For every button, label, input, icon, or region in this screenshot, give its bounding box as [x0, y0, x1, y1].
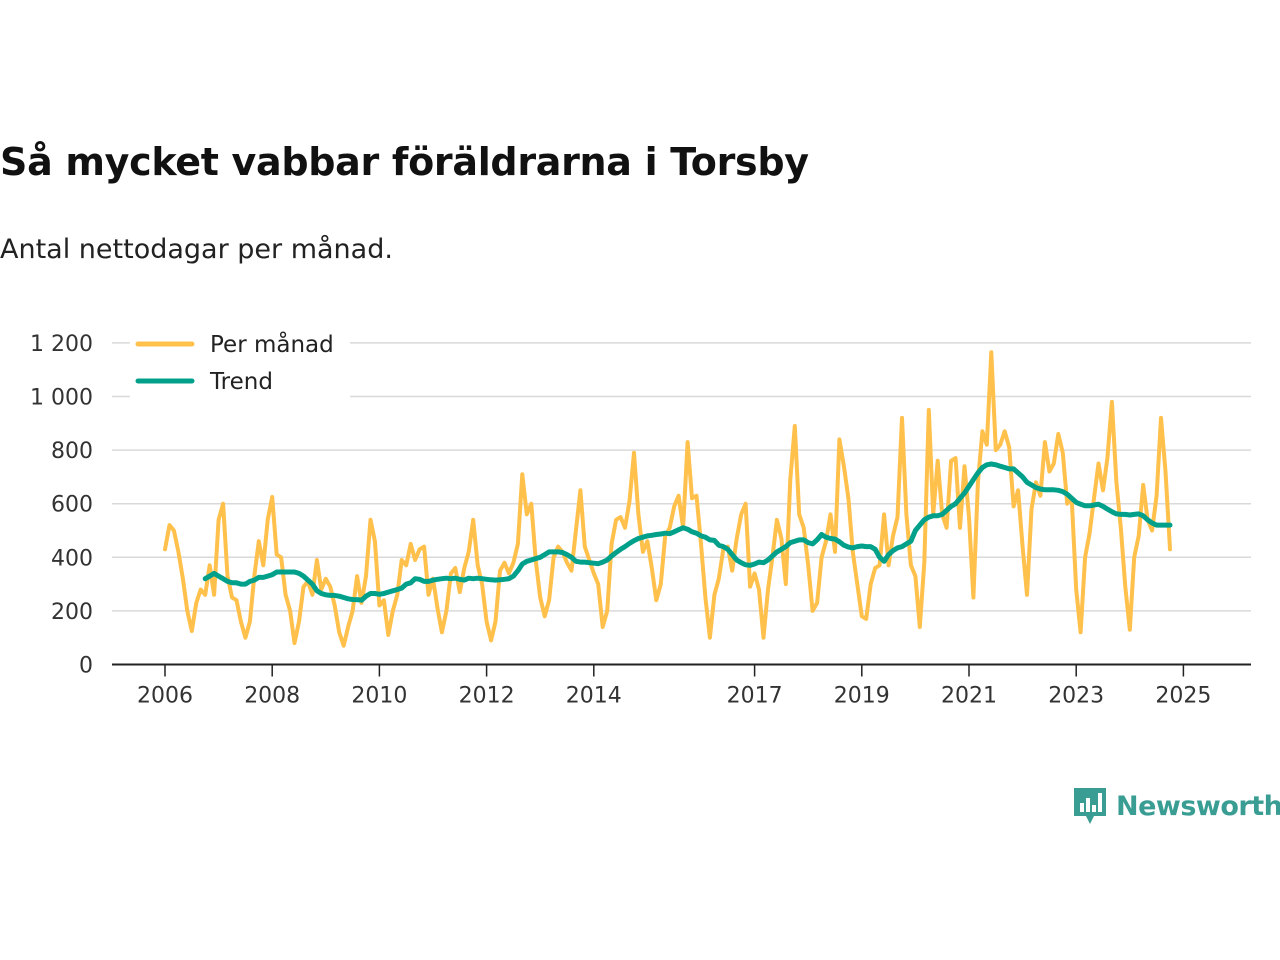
chart-subtitle: Antal nettodagar per månad. [0, 234, 393, 265]
y-tick-label: 1 000 [30, 386, 93, 411]
legend-label-trend: Trend [209, 369, 273, 395]
y-tick-label: 600 [51, 493, 93, 518]
chart-title: Så mycket vabbar föräldrarna i Torsby [0, 140, 809, 184]
y-tick-label: 1 200 [30, 332, 93, 357]
x-tick-label: 2014 [566, 684, 622, 709]
x-axis-ticks: 2006 2008 2010 2012 2014 2017 2019 2021 2023 2025 [137, 664, 1211, 709]
x-tick-label: 2008 [244, 684, 300, 709]
y-tick-label: 200 [51, 600, 93, 625]
x-tick-label: 2010 [351, 684, 407, 709]
series-layer [163, 350, 1173, 648]
y-tick-label: 800 [51, 439, 93, 464]
x-tick-label: 2021 [941, 684, 997, 709]
y-tick-label: 0 [79, 654, 93, 679]
x-tick-label: 2019 [834, 684, 890, 709]
legend: Per månad Trend [130, 328, 350, 400]
legend-background [130, 328, 350, 400]
legend-label-per-manad: Per månad [210, 330, 334, 358]
x-tick-label: 2006 [137, 684, 193, 709]
y-tick-label: 400 [51, 546, 93, 571]
bar-chart-speech-bubble-icon [1074, 788, 1106, 824]
x-tick-label: 2017 [727, 684, 783, 709]
x-tick-label: 2025 [1155, 684, 1211, 709]
series-line-trend [202, 461, 1173, 603]
line-chart: 0 200 400 600 800 1 000 1 200 2006 2008 2010 2012… [30, 328, 1251, 709]
x-tick-label: 2023 [1048, 684, 1104, 709]
brand-name: Newsworthy [1116, 790, 1280, 822]
y-axis-tick-labels: 0 200 400 600 800 1 000 1 200 [30, 332, 93, 679]
newsworthy-logo[interactable]: Newsworthy [1072, 786, 1280, 826]
x-tick-label: 2012 [459, 684, 515, 709]
